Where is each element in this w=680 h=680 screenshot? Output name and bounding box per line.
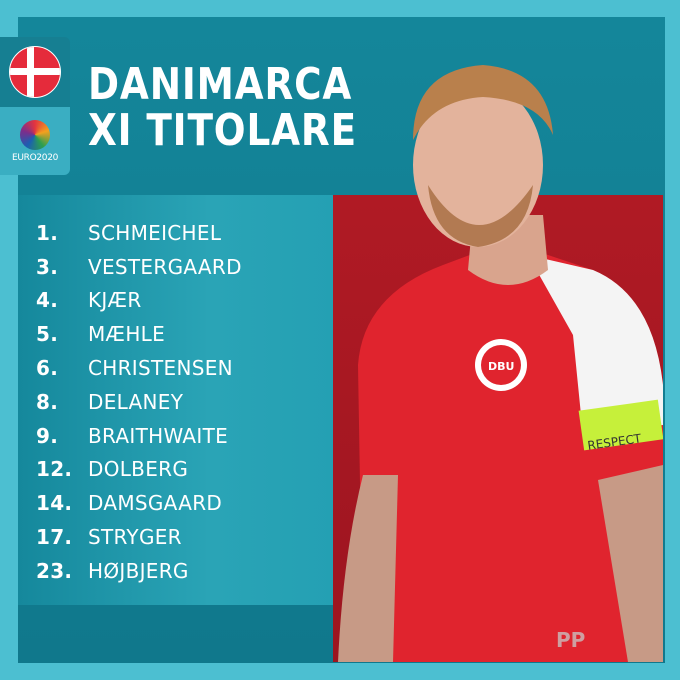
page-title: DANIMARCA XI TITOLARE bbox=[88, 62, 357, 154]
list-item: 3. VESTERGAARD bbox=[36, 254, 242, 279]
list-item: 5. MÆHLE bbox=[36, 322, 166, 347]
watermark: PP bbox=[556, 628, 586, 652]
lineup-list: 1. SCHMEICHEL 3. VESTERGAARD 4. KJÆR 5. MÆHL… bbox=[36, 216, 242, 588]
badge-tile: EURO2020 bbox=[0, 37, 70, 175]
list-item: 17. STRYGER bbox=[36, 525, 182, 550]
captain-armband bbox=[578, 399, 663, 451]
list-item: 12. DOLBERG bbox=[36, 457, 189, 482]
title-line-1: DANIMARCA bbox=[88, 59, 353, 110]
list-item: 9. BRAITHWAITE bbox=[36, 423, 229, 448]
lineup-band bbox=[18, 195, 338, 605]
list-item: 23. HØJBJERG bbox=[36, 558, 189, 583]
list-item: 6. CHRISTENSEN bbox=[36, 356, 233, 381]
list-item: 14. DAMSGAARD bbox=[36, 491, 223, 516]
list-item: 4. KJÆR bbox=[36, 288, 142, 313]
euro2020-logo-text: EURO2020 bbox=[11, 152, 59, 163]
denmark-flag-icon bbox=[9, 46, 61, 98]
list-item: 8. DELANEY bbox=[36, 389, 184, 414]
euro2020-logo-icon bbox=[20, 119, 50, 150]
list-item: 1. SCHMEICHEL bbox=[36, 220, 222, 245]
svg-text:DBU: DBU bbox=[488, 360, 514, 373]
player-photo: RESPECT DBU bbox=[338, 65, 663, 662]
title-line-2: XI TITOLARE bbox=[88, 105, 357, 156]
